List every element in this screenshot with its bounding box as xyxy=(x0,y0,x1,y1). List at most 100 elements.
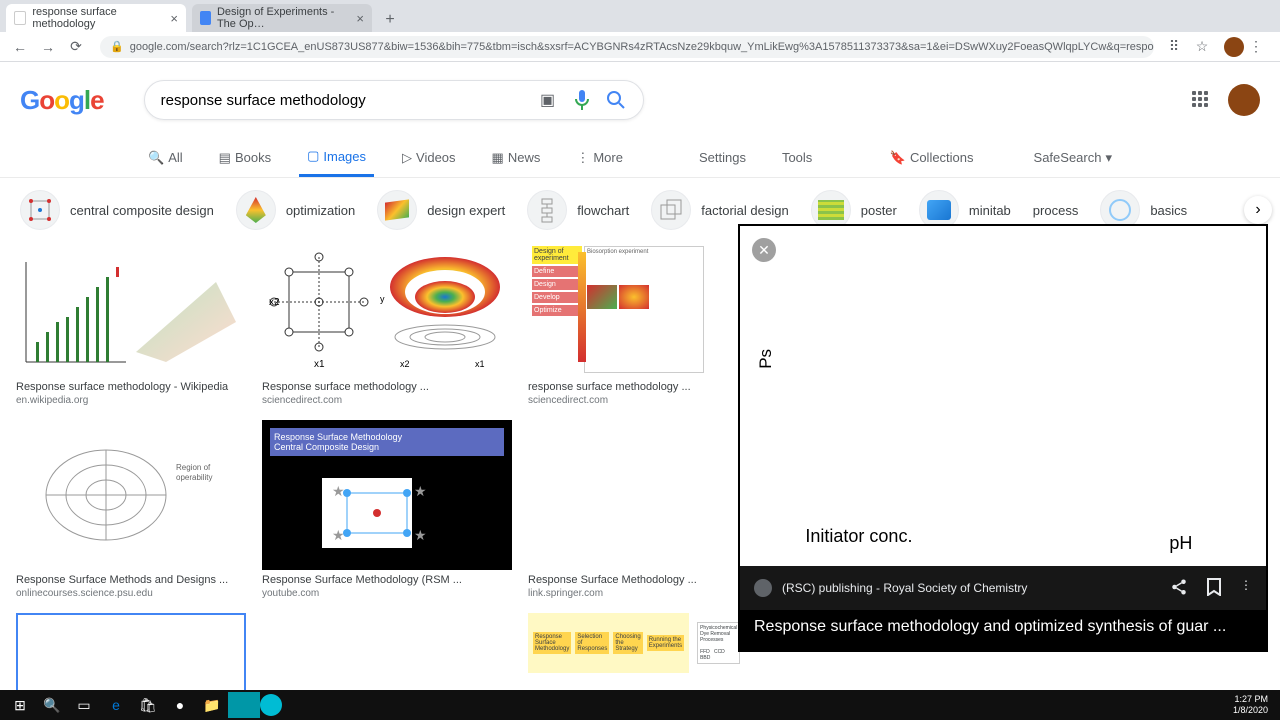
translate-icon[interactable]: ⠿ xyxy=(1162,35,1186,59)
nav-safesearch[interactable]: SafeSearch▾ xyxy=(1026,140,1120,176)
result-item[interactable]: Design of experimentDefineDesignDevelopO… xyxy=(528,242,708,406)
result-item[interactable]: Response Surface Methodology ... link.sp… xyxy=(528,420,708,599)
preview-image[interactable]: ✕ 55005000450040003500300019222426297.37… xyxy=(740,226,1266,566)
profile-avatar[interactable] xyxy=(1224,37,1244,57)
nav-settings[interactable]: Settings xyxy=(691,140,754,175)
chip-thumb xyxy=(377,190,417,230)
result-item[interactable]: Region ofoperability Response Surface Me… xyxy=(16,420,246,599)
google-header: Google ▣ xyxy=(0,62,1280,120)
nav-tools[interactable]: Tools xyxy=(774,140,820,175)
preview-title: Response surface methodology and optimiz… xyxy=(740,610,1266,650)
explorer-icon[interactable]: 📁 xyxy=(196,692,228,718)
svg-text:operability: operability xyxy=(176,473,212,482)
tab-title: Design of Experiments - The Op… xyxy=(217,6,348,30)
result-item[interactable] xyxy=(16,613,246,701)
svg-text:pH: pH xyxy=(1169,533,1192,553)
search-box: ▣ xyxy=(144,80,644,120)
nav-more[interactable]: ⋮More xyxy=(568,140,631,176)
system-tray[interactable]: 1:27 PM 1/8/2020 xyxy=(1233,694,1276,716)
star-icon[interactable]: ☆ xyxy=(1190,35,1214,59)
svg-text:Region of: Region of xyxy=(176,463,211,472)
result-thumb: Region ofoperability xyxy=(16,420,246,570)
task-view-button[interactable]: ▭ xyxy=(68,692,100,718)
forward-button[interactable]: → xyxy=(36,35,60,59)
result-thumb: Response Surface MethodologyCentral Comp… xyxy=(262,420,512,570)
result-thumb: Response Surface MethodologySelection of… xyxy=(528,613,689,673)
nav-collections[interactable]: 🔖Collections xyxy=(882,140,982,176)
result-item[interactable]: Response Surface MethodologyCentral Comp… xyxy=(262,420,512,599)
close-icon[interactable]: × xyxy=(170,11,178,26)
chip-flowchart[interactable]: flowchart xyxy=(527,190,629,230)
result-source: sciencedirect.com xyxy=(528,395,708,406)
news-icon: ▦ xyxy=(492,150,504,166)
chip-design-expert[interactable]: design expert xyxy=(377,190,505,230)
app-icon[interactable] xyxy=(228,692,260,718)
google-logo[interactable]: Google xyxy=(20,85,104,116)
nav-books[interactable]: ▤Books xyxy=(211,140,279,176)
more-icon: ⋮ xyxy=(576,150,589,166)
address-bar: ← → ⟳ 🔒 google.com/search?rlz=1C1GCEA_en… xyxy=(0,32,1280,62)
edge-icon[interactable]: e xyxy=(100,692,132,718)
account-avatar[interactable] xyxy=(1228,84,1260,116)
result-thumb: x1x2 yx1x2 xyxy=(262,242,512,377)
app-icon[interactable] xyxy=(260,694,282,716)
new-tab-button[interactable]: + xyxy=(378,8,402,32)
result-item[interactable]: x1x2 yx1x2 Response surface methodology … xyxy=(262,242,512,406)
url-text: google.com/search?rlz=1C1GCEA_enUS873US8… xyxy=(130,41,1154,53)
image-preview-panel: ✕ 55005000450040003500300019222426297.37… xyxy=(738,224,1268,652)
camera-icon[interactable]: ▣ xyxy=(537,89,559,111)
clock-date: 1/8/2020 xyxy=(1233,705,1268,716)
store-icon[interactable]: 🛍 xyxy=(132,692,164,718)
reload-button[interactable]: ⟳ xyxy=(64,35,88,59)
chip-process[interactable]: process xyxy=(1033,203,1079,218)
nav-news[interactable]: ▦News xyxy=(484,140,549,176)
search-input[interactable] xyxy=(161,92,525,109)
result-thumb xyxy=(18,615,244,695)
svg-text:x2: x2 xyxy=(400,359,410,369)
bookmark-icon: 🔖 xyxy=(890,150,906,166)
menu-icon[interactable]: ⋮ xyxy=(1244,35,1268,59)
search-button[interactable]: 🔍 xyxy=(36,692,68,718)
mic-icon[interactable] xyxy=(571,89,593,111)
apps-icon[interactable] xyxy=(1192,91,1210,109)
result-source: youtube.com xyxy=(262,588,512,599)
chips-next-button[interactable]: › xyxy=(1244,196,1272,224)
lock-icon: 🔒 xyxy=(110,40,124,53)
result-thumb: Design of experimentDefineDesignDevelopO… xyxy=(528,242,708,377)
nav-videos[interactable]: ▷Videos xyxy=(394,140,464,176)
close-preview-button[interactable]: ✕ xyxy=(752,238,776,262)
chip-central-composite[interactable]: central composite design xyxy=(20,190,214,230)
close-icon[interactable]: × xyxy=(356,11,364,26)
share-icon[interactable] xyxy=(1170,578,1188,599)
result-title: Response Surface Methodology ... xyxy=(528,574,708,586)
preview-source[interactable]: (RSC) publishing - Royal Society of Chem… xyxy=(782,581,1027,595)
result-thumb xyxy=(528,420,708,570)
more-icon[interactable]: ⋮ xyxy=(1240,578,1252,599)
url-input[interactable]: 🔒 google.com/search?rlz=1C1GCEA_enUS873U… xyxy=(100,36,1154,58)
svg-text:x1: x1 xyxy=(314,359,325,370)
nav-images[interactable]: ▢Images xyxy=(299,138,374,177)
start-button[interactable]: ⊞ xyxy=(4,692,36,718)
chip-thumb xyxy=(20,190,60,230)
svg-text:★: ★ xyxy=(414,527,427,543)
result-item[interactable] xyxy=(262,613,512,677)
bookmark-icon[interactable] xyxy=(1206,578,1222,599)
chrome-icon[interactable]: ● xyxy=(164,692,196,718)
chip-thumb xyxy=(236,190,276,230)
result-title: response surface methodology ... xyxy=(528,381,708,393)
result-item[interactable]: Physicochemical Dye Removal ProcessesFFD… xyxy=(695,613,742,677)
nav-all[interactable]: 🔍All xyxy=(140,140,191,176)
clock-time: 1:27 PM xyxy=(1233,694,1268,705)
result-source: link.springer.com xyxy=(528,588,708,599)
browser-tab[interactable]: Design of Experiments - The Op… × xyxy=(192,4,372,32)
result-source: sciencedirect.com xyxy=(262,395,512,406)
result-thumb: Physicochemical Dye Removal ProcessesFFD… xyxy=(695,613,742,673)
browser-tab[interactable]: response surface methodology × xyxy=(6,4,186,32)
search-icon[interactable] xyxy=(605,89,627,111)
tab-favicon xyxy=(200,11,211,25)
result-thumb xyxy=(16,242,246,377)
result-item[interactable]: Response Surface MethodologySelection of… xyxy=(528,613,689,677)
result-item[interactable]: Response surface methodology - Wikipedia… xyxy=(16,242,246,406)
back-button[interactable]: ← xyxy=(8,35,32,59)
chip-optimization[interactable]: optimization xyxy=(236,190,355,230)
